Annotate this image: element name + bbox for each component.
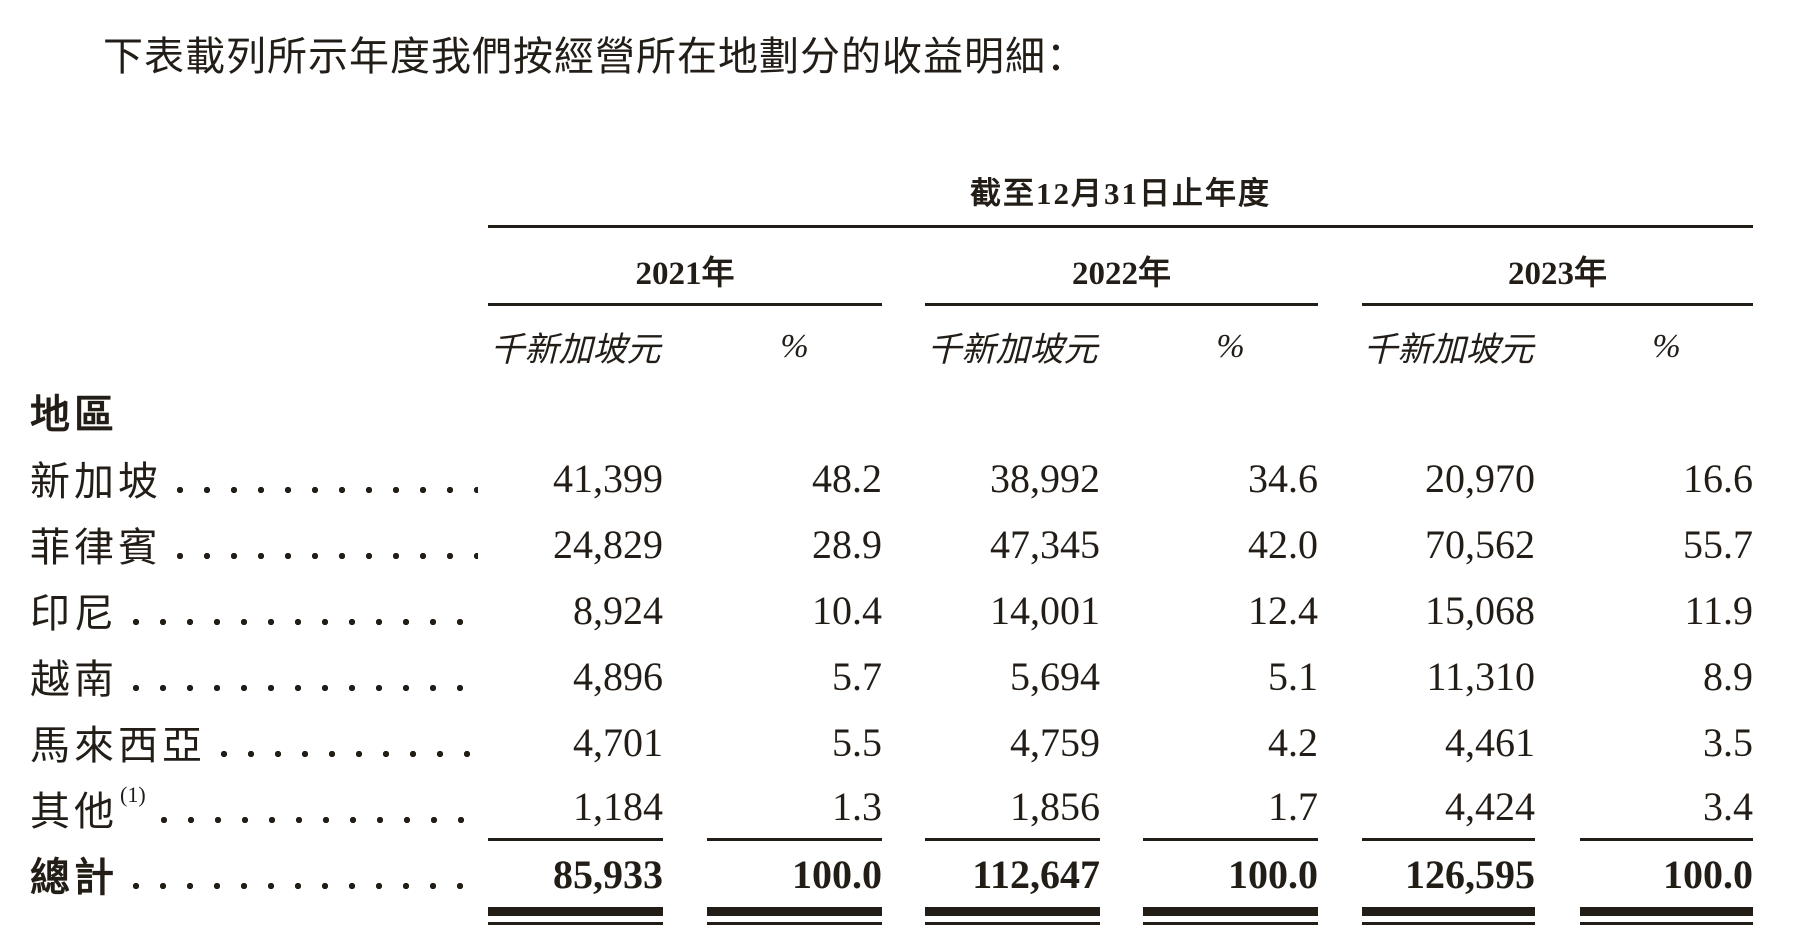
- total-value-2022: 112,647: [972, 851, 1100, 897]
- percent-2022: 1.7: [1143, 775, 1318, 841]
- dot-leader: [159, 816, 478, 824]
- percent-2022: 34.6: [1248, 455, 1318, 501]
- unit-header-2023: 千新加坡元: [1363, 332, 1534, 369]
- intro-sentence: 下表載列所示年度我們按經營所在地劃分的收益明細：: [103, 34, 1087, 79]
- year-header-2021: 2021年: [488, 228, 882, 306]
- value-2022: 5,694: [1010, 653, 1100, 699]
- total-percent-2023: 100.0: [1663, 851, 1753, 897]
- revenue-by-region-table: 截至12月31日止年度 2021年 2022年 2023年 千新加坡元 % 千新…: [30, 140, 1753, 925]
- percent-2021: 5.5: [832, 719, 882, 765]
- value-2023: 4,461: [1445, 719, 1535, 765]
- percent-2021: 48.2: [812, 455, 882, 501]
- percent-2023: 55.7: [1683, 521, 1753, 567]
- total-percent-2022: 100.0: [1228, 851, 1318, 897]
- row-label: 印尼: [30, 577, 488, 643]
- value-2022: 4,759: [1010, 719, 1100, 765]
- value-2022: 47,345: [990, 521, 1100, 567]
- value-2022: 38,992: [990, 455, 1100, 501]
- value-2023: 70,562: [1425, 521, 1535, 567]
- total-label-text: 總計: [30, 855, 118, 900]
- table-row-total: 總計 85,933 100.0 112,647 100.0 126,595 10…: [30, 841, 1753, 907]
- percent-2022: 12.4: [1248, 587, 1318, 633]
- dot-leader: [132, 618, 478, 626]
- total-value-2023: 126,595: [1405, 851, 1535, 897]
- value-2022: 14,001: [990, 587, 1100, 633]
- row-label-text: 菲律賓: [30, 525, 162, 570]
- percent-2023: 3.4: [1580, 775, 1753, 841]
- unit-header-2021: 千新加坡元: [490, 332, 661, 369]
- value-2021: 4,701: [573, 719, 663, 765]
- dot-leader: [132, 882, 478, 890]
- double-rule: [488, 907, 663, 925]
- percent-header-2021: %: [780, 327, 809, 365]
- double-rule: [707, 907, 882, 925]
- percent-header-2022: %: [1216, 327, 1245, 365]
- total-double-rule-row: [30, 907, 1753, 925]
- percent-2022: 5.1: [1268, 653, 1318, 699]
- value-2021: 24,829: [553, 521, 663, 567]
- double-rule: [925, 907, 1100, 925]
- percent-2021: 1.3: [707, 775, 882, 841]
- value-2021: 4,896: [573, 653, 663, 699]
- value-2021: 1,184: [488, 775, 663, 841]
- dot-leader: [132, 684, 478, 692]
- percent-2023: 3.5: [1703, 719, 1753, 765]
- year-header-2023: 2023年: [1362, 228, 1753, 306]
- table-row-vietnam: 越南 4,896 5.7 5,694 5.1 11,310 8.9: [30, 643, 1753, 709]
- percent-header-2023: %: [1652, 327, 1681, 365]
- period-header: 截至12月31日止年度: [488, 140, 1753, 228]
- dot-leader: [176, 486, 478, 494]
- row-label: 菲律賓: [30, 511, 488, 577]
- double-rule: [1362, 907, 1535, 925]
- table-row-malaysia: 馬來西亞 4,701 5.5 4,759 4.2 4,461 3.5: [30, 709, 1753, 775]
- total-percent-2021: 100.0: [792, 851, 882, 897]
- value-2023: 15,068: [1425, 587, 1535, 633]
- row-label-text: 越南: [30, 657, 118, 702]
- period-header-row: 截至12月31日止年度: [30, 140, 1753, 228]
- total-label: 總計: [30, 841, 488, 907]
- section-row: 地區: [30, 377, 1753, 445]
- unit-header-2022: 千新加坡元: [927, 332, 1098, 369]
- table-row-singapore: 新加坡 41,399 48.2 38,992 34.6 20,970 16.6: [30, 445, 1753, 511]
- row-label-text: 其他: [30, 789, 118, 834]
- percent-2021: 5.7: [832, 653, 882, 699]
- row-label: 新加坡: [30, 445, 488, 511]
- row-label: 馬來西亞: [30, 709, 488, 775]
- double-rule: [1143, 907, 1318, 925]
- table-row-indonesia: 印尼 8,924 10.4 14,001 12.4 15,068 11.9: [30, 577, 1753, 643]
- percent-2023: 8.9: [1703, 653, 1753, 699]
- double-rule: [1580, 907, 1753, 925]
- row-label-text: 印尼: [30, 591, 118, 636]
- percent-2023: 16.6: [1683, 455, 1753, 501]
- percent-2022: 42.0: [1248, 521, 1318, 567]
- table-row-others: 其他 (1) 1,184 1.3 1,856 1.7 4,424 3.4: [30, 775, 1753, 841]
- row-label-text: 馬來西亞: [30, 723, 206, 768]
- value-2023: 4,424: [1362, 775, 1535, 841]
- percent-2021: 10.4: [812, 587, 882, 633]
- column-subheader-row: 千新加坡元 % 千新加坡元 % 千新加坡元 %: [30, 306, 1753, 377]
- row-label: 越南: [30, 643, 488, 709]
- value-2021: 8,924: [573, 587, 663, 633]
- section-label: 地區: [30, 392, 118, 437]
- year-header-row: 2021年 2022年 2023年: [30, 228, 1753, 306]
- footnote-marker: (1): [120, 782, 146, 807]
- value-2022: 1,856: [925, 775, 1100, 841]
- dot-leader: [176, 552, 478, 560]
- dot-leader: [220, 750, 478, 758]
- year-header-2022: 2022年: [925, 228, 1318, 306]
- value-2021: 41,399: [553, 455, 663, 501]
- total-value-2021: 85,933: [553, 851, 663, 897]
- percent-2021: 28.9: [812, 521, 882, 567]
- percent-2022: 4.2: [1268, 719, 1318, 765]
- row-label: 其他 (1): [30, 775, 488, 841]
- percent-2023: 11.9: [1684, 587, 1753, 633]
- value-2023: 20,970: [1425, 455, 1535, 501]
- value-2023: 11,310: [1426, 653, 1535, 699]
- row-label-text: 新加坡: [30, 459, 162, 504]
- table-row-philippines: 菲律賓 24,829 28.9 47,345 42.0 70,562 55.7: [30, 511, 1753, 577]
